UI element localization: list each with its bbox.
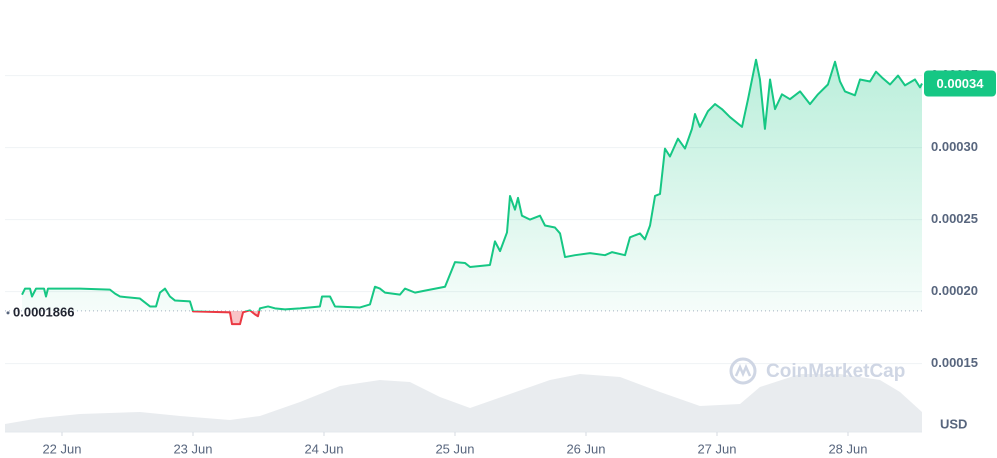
baseline-label: 0.0001866 [13,304,74,319]
y-tick-label: 0.00015 [931,355,978,370]
y-tick-label: 0.00025 [931,211,978,226]
x-tick-label: 22 Jun [42,441,81,456]
watermark: CoinMarketCap [729,357,905,385]
baseline-dot [6,311,10,315]
x-tick-label: 28 Jun [828,441,867,456]
plot [5,58,923,326]
x-tick-label: 25 Jun [435,441,474,456]
x-tick-label: 24 Jun [304,441,343,456]
volume [5,374,922,432]
x-tick-label: 23 Jun [173,441,212,456]
price-tag-label: 0.00034 [937,76,985,91]
x-tick-label: 26 Jun [566,441,605,456]
price-tag [924,70,996,97]
watermark-text: CoinMarketCap [766,361,905,382]
watermark-logo-mark [734,363,752,378]
currency-label: USD [940,416,967,431]
price-line [21,58,923,326]
price-area [22,59,922,325]
y-tick-label: 0.00020 [931,283,978,298]
watermark-logo [729,357,757,385]
volume-area [5,374,922,432]
y-tick-label: 0.00030 [931,139,978,154]
x-tick-label: 27 Jun [697,441,736,456]
